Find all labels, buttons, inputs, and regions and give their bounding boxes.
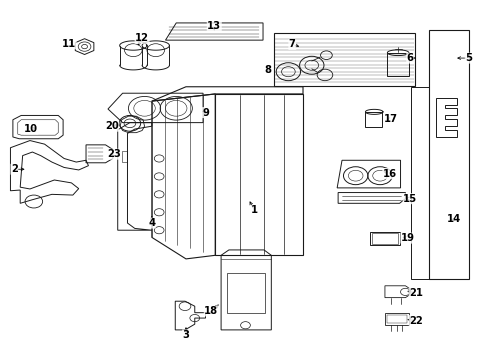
Text: 13: 13 [207, 21, 221, 31]
Text: 4: 4 [148, 218, 155, 228]
Text: 17: 17 [383, 114, 397, 124]
Text: 23: 23 [107, 149, 121, 159]
Circle shape [81, 44, 87, 49]
Text: 16: 16 [382, 168, 396, 179]
Text: 14: 14 [446, 215, 460, 224]
Text: 7: 7 [288, 40, 295, 49]
Text: 1: 1 [250, 206, 257, 216]
Bar [371, 233, 397, 244]
Text: 9: 9 [202, 108, 208, 118]
Text: 6: 6 [406, 53, 413, 63]
Bar [365, 112, 382, 127]
Text: 2: 2 [11, 164, 18, 174]
Bar [227, 273, 265, 313]
Text: 10: 10 [24, 124, 38, 134]
Text: 22: 22 [408, 316, 422, 325]
Text: 3: 3 [182, 330, 189, 340]
Bar [386, 53, 408, 76]
Text: 8: 8 [264, 64, 271, 75]
Text: 21: 21 [408, 288, 422, 298]
Text: 11: 11 [61, 39, 76, 49]
Text: 19: 19 [400, 233, 414, 243]
Bar [369, 231, 399, 245]
Text: 15: 15 [403, 194, 416, 204]
Text: 5: 5 [465, 53, 471, 63]
Text: 18: 18 [204, 306, 218, 316]
Text: 12: 12 [135, 33, 149, 43]
Bar [386, 315, 406, 323]
Bar [273, 33, 414, 86]
Text: 20: 20 [105, 121, 119, 131]
